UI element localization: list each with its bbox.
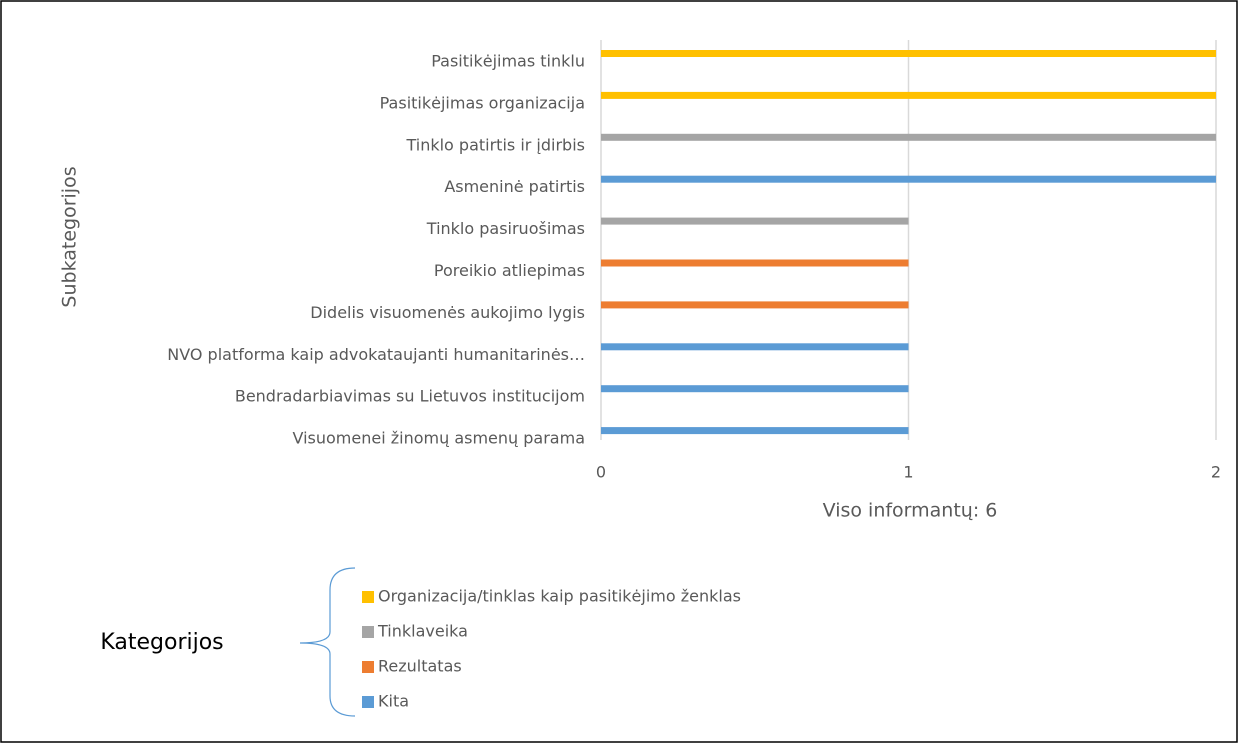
bar [601,175,1216,183]
legend-swatch [362,626,374,638]
y-tick-label: Pasitikėjimas organizacija [380,93,585,112]
y-tick-label: Poreikio atliepimas [434,261,585,280]
legend-label: Organizacija/tinklas kaip pasitikėjimo ž… [378,587,741,606]
legend-brace [299,567,356,717]
x-tick-label: 0 [596,463,606,482]
bar [601,91,1216,99]
x-tick-label: 1 [903,463,913,482]
y-tick-label: Asmeninė patirtis [444,177,585,196]
legend-swatch [362,661,374,673]
legend-swatch [362,696,374,708]
y-tick-label: Tinklo pasiruošimas [426,219,585,238]
legend-label: Tinklaveika [377,622,468,641]
bar [601,301,909,309]
y-tick-label: NVO platforma kaip advokataujanti humani… [167,345,585,364]
x-tick-label: 2 [1211,463,1221,482]
legend-title: Kategorijos [100,630,223,655]
bar [601,50,1216,57]
y-axis-title: Subkategorijos [59,166,81,307]
legend-swatch [362,591,374,603]
y-tick-label: Pasitikėjimas tinklu [431,52,585,71]
y-tick-label: Tinklo patirtis ir įdirbis [405,135,585,154]
bar [601,133,1216,141]
legend-label: Rezultatas [378,657,462,676]
y-tick-label: Bendradarbiavimas su Lietuvos institucij… [235,387,585,406]
bar [601,259,909,267]
bar [601,427,909,435]
y-tick-label: Visuomenei žinomų asmenų parama [292,429,585,448]
bar [601,343,909,351]
x-axis-title: Viso informantų: 6 [823,500,998,522]
bar [601,385,909,393]
bar [601,217,909,225]
y-tick-label: Didelis visuomenės aukojimo lygis [310,303,585,322]
legend-label: Kita [378,692,409,711]
